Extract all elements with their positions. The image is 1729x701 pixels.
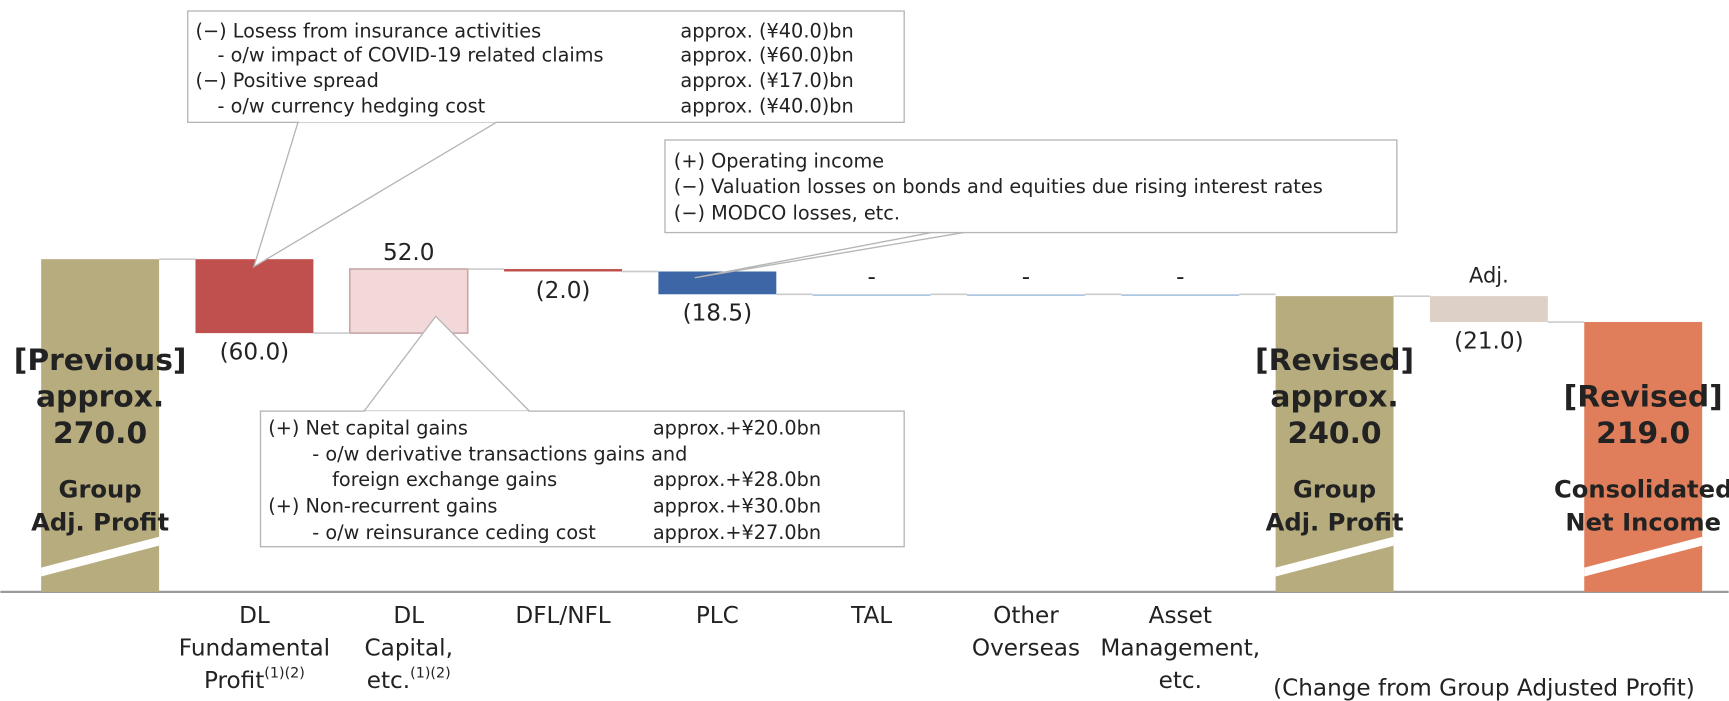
callout-value: approx. (¥40.0)bn [680, 94, 853, 117]
callout-text: (−) MODCO losses, etc. [674, 201, 900, 224]
axis-break [41, 536, 160, 577]
x-tick-label: DL [393, 603, 424, 629]
value-label: (21.0) [1454, 328, 1524, 354]
total-label: Net Income [1565, 508, 1721, 537]
x-tick-label: Capital, [365, 635, 453, 661]
callout-text: (−) Valuation losses on bonds and equiti… [674, 175, 1323, 198]
value-label: (60.0) [220, 339, 290, 365]
x-tick-text: Profit [204, 668, 264, 694]
callout-value: approx. (¥60.0)bn [680, 44, 853, 67]
callout-box [259, 410, 905, 548]
bar [348, 268, 469, 334]
x-tick-text: etc. [367, 668, 410, 694]
x-tick-label: TAL [850, 603, 892, 629]
x-tick-text: Management, [1100, 635, 1260, 661]
callout-value: approx. (¥17.0)bn [680, 69, 853, 92]
bar [1121, 294, 1240, 296]
bar [967, 294, 1085, 296]
bar [1429, 296, 1548, 323]
total-value: 270.0 [53, 416, 147, 451]
callout-box [187, 10, 905, 124]
x-tick-label: Fundamental [179, 635, 330, 661]
x-tick-text: Other [993, 603, 1059, 629]
x-tick-label: DL [239, 603, 270, 629]
total-value: 240.0 [1288, 416, 1382, 451]
x-tick-label: PLC [696, 603, 739, 629]
x-tick-text: Fundamental [179, 635, 330, 661]
callout-value: approx.+¥28.0bn [653, 468, 821, 491]
value-label: (2.0) [536, 278, 591, 304]
bar [41, 259, 160, 592]
bar [195, 259, 314, 334]
callout-pointer [252, 121, 499, 269]
total-label: [Revised] [1564, 379, 1723, 414]
x-tick-label: Management, [1100, 635, 1260, 661]
x-tick-label: etc.(1)(2) [367, 665, 451, 693]
value-label: 52.0 [383, 240, 435, 266]
callout-value: approx.+¥20.0bn [653, 416, 821, 439]
total-label: Group [1293, 474, 1376, 503]
bar [504, 269, 623, 272]
axis-break [1275, 536, 1394, 577]
total-label: Adj. Profit [1266, 508, 1404, 537]
x-tick-text: etc. [1159, 668, 1202, 694]
total-value: 219.0 [1596, 416, 1690, 451]
total-label: Group [59, 474, 142, 503]
callout-value: approx.+¥30.0bn [653, 495, 821, 518]
x-tick-note: (1)(2) [264, 665, 305, 681]
total-label: [Previous] [14, 343, 187, 378]
x-tick-label: Overseas [972, 635, 1080, 661]
axis-break [1584, 536, 1703, 577]
callout-text: (+) Operating income [674, 150, 884, 173]
callout-text: - o/w impact of COVID-19 related claims [218, 44, 604, 67]
callout-value: approx.+¥27.0bn [653, 521, 821, 544]
callout-pointer [694, 230, 971, 279]
bar [812, 294, 931, 296]
callout-text: - o/w currency hedging cost [218, 94, 486, 117]
total-label: Consolidated [1554, 474, 1729, 503]
x-tick-text: Capital, [365, 635, 453, 661]
total-label: [Revised] [1255, 343, 1414, 378]
callout-text: foreign exchange gains [332, 468, 557, 491]
x-tick-text: DFL/NFL [515, 603, 610, 629]
x-tick-label: Profit(1)(2) [204, 665, 305, 693]
total-label: Adj. Profit [31, 508, 169, 537]
value-label: - [1022, 264, 1030, 290]
x-tick-text: TAL [850, 603, 892, 629]
x-tick-text: DL [393, 603, 424, 629]
x-tick-text: PLC [696, 603, 739, 629]
x-tick-note: (1)(2) [410, 665, 451, 681]
x-tick-label: etc. [1159, 668, 1202, 694]
x-tick-text: Asset [1149, 603, 1212, 629]
x-tick-label: DFL/NFL [515, 603, 610, 629]
callout-value: approx. (¥40.0)bn [680, 19, 853, 42]
bar [658, 271, 777, 295]
total-label: approx. [36, 379, 164, 414]
callout-text: - o/w derivative transactions gains and [312, 443, 687, 466]
bar [1584, 322, 1703, 592]
value-label: - [1176, 264, 1184, 290]
total-label: approx. [1270, 379, 1398, 414]
x-tick-text: Overseas [972, 635, 1080, 661]
footnote: (Change from Group Adjusted Profit) [1273, 675, 1695, 701]
x-tick-text: DL [239, 603, 270, 629]
callout-text: (−) Losess from insurance activities [195, 19, 541, 42]
value-label: (18.5) [683, 301, 753, 327]
callout-text: (+) Net capital gains [268, 416, 468, 439]
x-tick-label: Asset [1149, 603, 1212, 629]
bar-label: Adj. [1469, 263, 1509, 287]
callout-text: - o/w reinsurance ceding cost [312, 521, 596, 544]
x-tick-label: Other [993, 603, 1059, 629]
callout-text: (+) Non-recurrent gains [268, 495, 497, 518]
value-label: - [867, 264, 875, 290]
callout-text: (−) Positive spread [195, 69, 378, 92]
callout-box [664, 139, 1398, 234]
